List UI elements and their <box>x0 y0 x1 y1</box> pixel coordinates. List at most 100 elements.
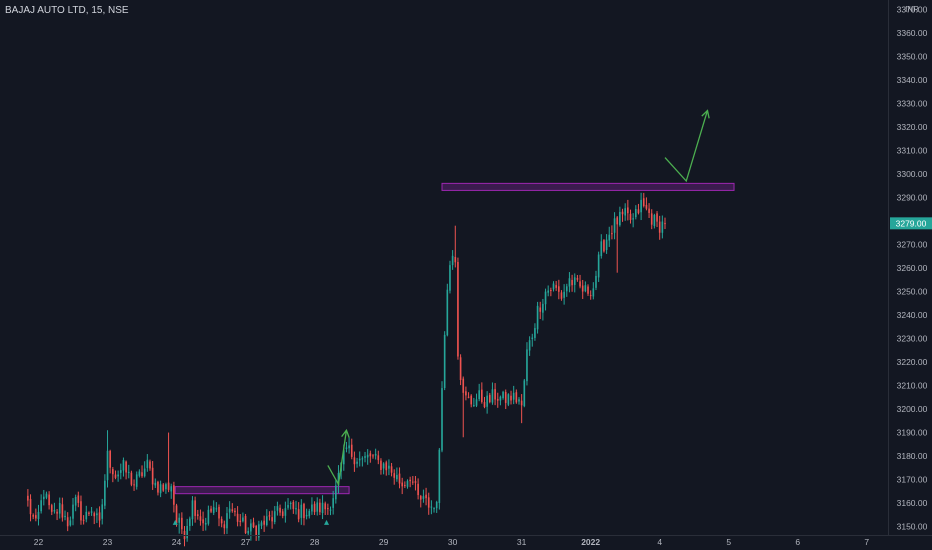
candle <box>446 283 449 337</box>
candle-body <box>390 466 393 473</box>
candle-body <box>133 484 135 486</box>
candle-body <box>393 473 396 478</box>
candle-body <box>406 480 409 487</box>
candle <box>504 389 507 410</box>
candle <box>159 480 162 498</box>
price-tick-label: 3360.00 <box>897 28 928 38</box>
candle-body <box>465 391 467 396</box>
candle-body <box>613 218 616 233</box>
candle <box>252 517 255 529</box>
candle-body <box>188 518 191 527</box>
candle <box>127 464 130 479</box>
candle <box>276 501 279 516</box>
candle-body <box>345 447 348 449</box>
candle <box>576 275 579 282</box>
candle <box>467 392 470 399</box>
candle-body <box>350 444 353 457</box>
candle-body <box>550 290 552 292</box>
candle-body <box>93 513 96 517</box>
candle-body <box>539 307 542 312</box>
candle-body <box>422 496 425 499</box>
time-axis[interactable]: 22 23 24 27 28 29 30 31 2022 4 5 6 7 <box>34 537 870 547</box>
candle <box>470 394 473 408</box>
candle-body <box>119 470 122 473</box>
candle <box>526 342 528 386</box>
candle <box>475 393 478 408</box>
candle <box>597 251 600 282</box>
candle <box>308 508 311 519</box>
candle-body <box>589 295 592 297</box>
candle-body <box>544 291 547 305</box>
candle <box>499 395 502 406</box>
candle-body <box>308 510 311 517</box>
price-tick-label: 3320.00 <box>897 122 928 132</box>
candle <box>611 225 613 240</box>
candle <box>40 494 42 514</box>
price-axis[interactable]: 3150.00 3160.00 3170.00 3180.00 3190.00 3200.… <box>897 4 928 531</box>
candle-body <box>231 509 234 512</box>
candle <box>536 301 539 334</box>
candle-body <box>112 469 114 475</box>
price-tick-label: 3170.00 <box>897 475 928 485</box>
candle-body <box>82 519 85 521</box>
candle <box>151 461 154 490</box>
candle-body <box>518 399 520 402</box>
candle-body <box>178 517 181 523</box>
candle <box>50 503 53 516</box>
candle <box>162 483 165 492</box>
candle-body <box>247 530 250 534</box>
candle-body <box>332 498 334 508</box>
candle <box>289 501 292 510</box>
candle-body <box>358 458 361 461</box>
candle <box>279 504 281 516</box>
candle-body <box>61 504 64 518</box>
candle <box>53 502 56 514</box>
candle-body <box>656 213 658 222</box>
time-tick-label: 2022 <box>581 537 600 547</box>
candle-body <box>475 399 478 406</box>
price-tick-label: 3240.00 <box>897 310 928 320</box>
candle <box>250 519 252 541</box>
candle <box>573 273 576 293</box>
candle-body <box>608 234 611 241</box>
candle-body <box>568 278 571 287</box>
candle <box>114 470 117 480</box>
candle <box>603 239 605 253</box>
candle <box>619 206 621 227</box>
candles-layer <box>27 192 666 547</box>
candle-body <box>664 223 666 225</box>
candle <box>109 449 111 474</box>
candle-body <box>619 211 621 226</box>
candle <box>93 511 96 525</box>
candle <box>661 215 664 239</box>
currency-label: INR <box>905 5 919 14</box>
candle <box>398 467 401 489</box>
candle-body <box>457 261 459 357</box>
candle <box>295 500 297 515</box>
candle-body <box>534 328 536 338</box>
candle <box>563 284 565 305</box>
candle <box>143 461 146 478</box>
candle <box>273 506 276 525</box>
candle-body <box>287 504 289 508</box>
candle <box>419 494 422 508</box>
symbol-title[interactable]: BAJAJ AUTO LTD, 15, NSE <box>5 5 129 16</box>
candle <box>297 502 300 523</box>
candle-body <box>236 513 239 522</box>
candle <box>345 441 348 453</box>
candle-body <box>369 453 372 457</box>
candle <box>457 257 459 360</box>
candle-body <box>250 523 252 532</box>
candle-body <box>37 511 40 520</box>
zones-layer <box>174 182 735 495</box>
candle-body <box>268 515 271 517</box>
candle <box>568 272 571 293</box>
candle-body <box>555 285 557 288</box>
candle <box>27 489 29 507</box>
candle <box>106 430 109 488</box>
price-tick-label: 3190.00 <box>897 428 928 438</box>
candle <box>260 520 263 530</box>
candle <box>239 514 242 527</box>
candle <box>157 480 159 496</box>
